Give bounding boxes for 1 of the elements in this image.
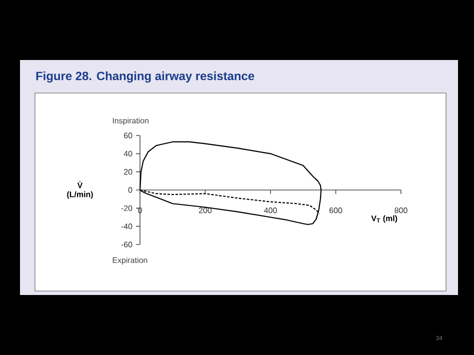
chart-title: Figure 28. Changing airway resistance [36, 71, 254, 83]
